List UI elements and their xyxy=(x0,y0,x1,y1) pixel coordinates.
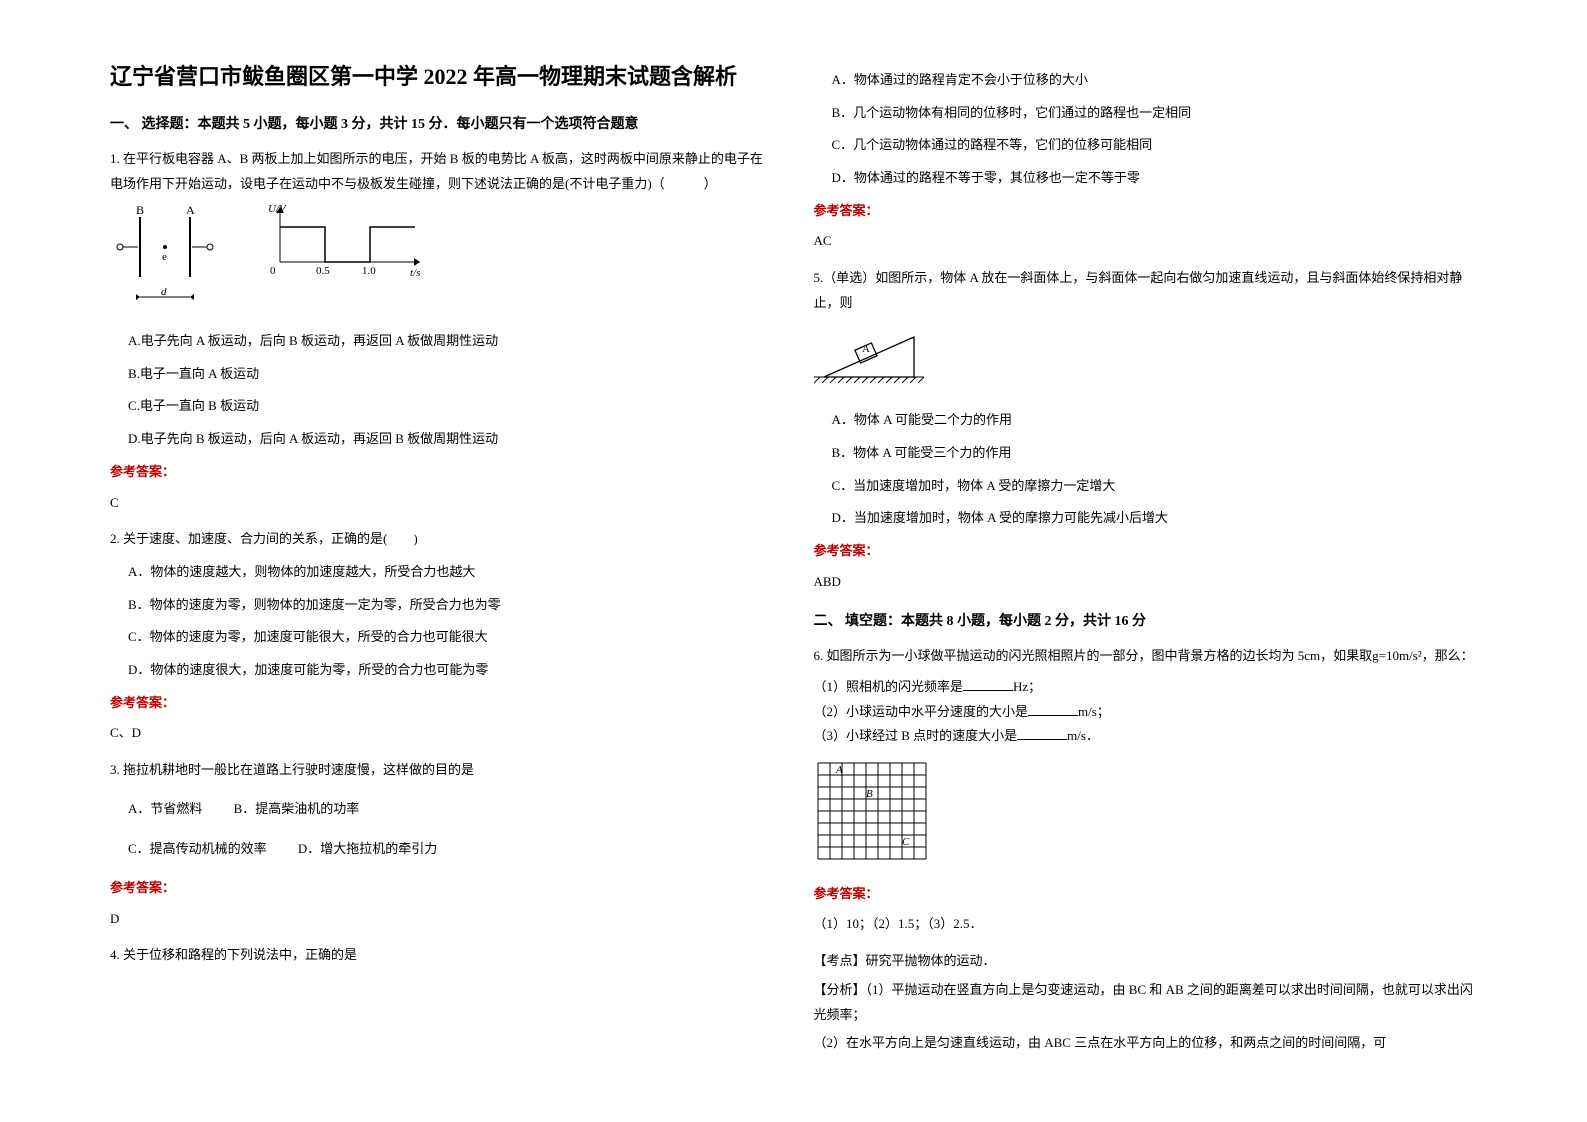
q3-option-b: B．提高柴油机的功率 xyxy=(234,797,360,822)
q5-stem: 5.（单选）如图所示，物体 A 放在一斜面体上，与斜面体一起向右做匀加速直线运动… xyxy=(814,266,1478,315)
q6-sub1-text: （1）照相机的闪光频率是 xyxy=(814,679,964,694)
q4-option-c: C．几个运动物体通过的路程不等，它们的位移可能相同 xyxy=(832,133,1478,158)
incline-diagram: A xyxy=(814,322,934,392)
question-5: 5.（单选）如图所示，物体 A 放在一斜面体上，与斜面体一起向右做匀加速直线运动… xyxy=(814,266,1478,594)
q5-option-c: C．当加速度增加时，物体 A 受的摩擦力一定增大 xyxy=(832,474,1478,499)
question-2: 2. 关于速度、加速度、合力间的关系，正确的是( ) A．物体的速度越大，则物体… xyxy=(110,527,774,746)
q6-sub2: （2）小球运动中水平分速度的大小是 m/s； xyxy=(814,700,1478,725)
q4-option-b: B．几个运动物体有相同的位移时，它们通过的路程也一定相同 xyxy=(832,101,1478,126)
projectile-grid: A B C xyxy=(814,759,934,867)
question-3: 3. 拖拉机耕地时一般比在道路上行驶时速度慢，这样做的目的是 A．节省燃料 B．… xyxy=(110,758,774,931)
tick-10: 1.0 xyxy=(362,265,376,277)
q5-option-d: D．当加速度增加时，物体 A 受的摩擦力可能先减小后增大 xyxy=(832,506,1478,531)
answer-label: 参考答案： xyxy=(110,460,774,485)
q6-fenxi-1: 【分析】（1）平抛运动在竖直方向上是匀变速运动，由 BC 和 AB 之间的距离差… xyxy=(814,978,1478,1027)
kaodian-label: 【考点】 xyxy=(814,953,866,968)
q4-option-d: D．物体通过的路程不等于零，其位移也一定不等于零 xyxy=(832,166,1478,191)
q6-fenxi-2: （2）在水平方向上是匀速直线运动，由 ABC 三点在水平方向上的位移，和两点之间… xyxy=(814,1031,1478,1056)
svg-text:d: d xyxy=(161,286,167,298)
y-axis-label: U/V xyxy=(268,203,287,215)
q6-stem: 6. 如图所示为一小球做平抛运动的闪光照相照片的一部分，图中背景方格的边长均为 … xyxy=(814,644,1478,669)
q2-option-d: D．物体的速度很大，加速度可能为零，所受的合力也可能为零 xyxy=(128,658,774,683)
x-axis-label: t/s xyxy=(410,267,420,279)
tick-0: 0 xyxy=(270,265,276,277)
fenxi1-text: （1）平抛运动在竖直方向上是匀变速运动，由 BC 和 AB 之间的距离差可以求出… xyxy=(814,982,1473,1022)
q2-option-a: A．物体的速度越大，则物体的加速度越大，所受合力也越大 xyxy=(128,560,774,585)
q4-stem: 4. 关于位移和路程的下列说法中，正确的是 xyxy=(110,943,774,968)
q1-option-a: A.电子先向 A 板运动，后向 B 板运动，再返回 A 板做周期性运动 xyxy=(128,329,774,354)
blank-field xyxy=(1028,702,1078,716)
q3-options-row1: A．节省燃料 B．提高柴油机的功率 xyxy=(128,789,774,830)
left-column: 辽宁省营口市鲅鱼圈区第一中学 2022 年高一物理期末试题含解析 一、 选择题：… xyxy=(90,60,794,1062)
grid-label-b: B xyxy=(866,788,873,800)
answer-label: 参考答案： xyxy=(814,539,1478,564)
electron-label: e xyxy=(162,251,167,263)
answer-label: 参考答案： xyxy=(110,876,774,901)
q2-options: A．物体的速度越大，则物体的加速度越大，所受合力也越大 B．物体的速度为零，则物… xyxy=(128,560,774,683)
q1-stem: 1. 在平行板电容器 A、B 两板上加上如图所示的电压，开始 B 板的电势比 A… xyxy=(110,147,774,196)
q6-answer: （1）10；（2）1.5；（3）2.5． xyxy=(814,912,1478,937)
q5-diagram: A xyxy=(814,322,1478,401)
capacitor-voltage-diagram: B A e d U/V t/s 0 xyxy=(110,202,430,312)
q5-option-a: A．物体 A 可能受二个力的作用 xyxy=(832,408,1478,433)
q1-option-b: B.电子一直向 A 板运动 xyxy=(128,362,774,387)
block-label: A xyxy=(862,343,870,355)
q3-options-row2: C．提高传动机械的效率 D．增大拖拉机的牵引力 xyxy=(128,829,774,870)
question-1: 1. 在平行板电容器 A、B 两板上加上如图所示的电压，开始 B 板的电势比 A… xyxy=(110,147,774,515)
question-6: 6. 如图所示为一小球做平抛运动的闪光照相照片的一部分，图中背景方格的边长均为 … xyxy=(814,644,1478,1056)
q5-answer: ABD xyxy=(814,570,1478,595)
blank-field xyxy=(963,677,1013,691)
section1-heading: 一、 选择题：本题共 5 小题，每小题 3 分，共计 15 分．每小题只有一个选… xyxy=(110,113,774,133)
q3-option-c: C．提高传动机械的效率 xyxy=(128,837,267,862)
q3-answer: D xyxy=(110,907,774,932)
q4-option-a: A．物体通过的路程肯定不会小于位移的大小 xyxy=(832,68,1478,93)
q6-sub2-text: （2）小球运动中水平分速度的大小是 xyxy=(814,704,1029,719)
blank-field xyxy=(1017,726,1067,740)
q2-option-c: C．物体的速度为零，加速度可能很大，所受的合力也可能很大 xyxy=(128,625,774,650)
question-4-stem: 4. 关于位移和路程的下列说法中，正确的是 xyxy=(110,943,774,968)
kaodian-text: 研究平抛物体的运动． xyxy=(866,953,996,968)
q6-sub3: （3）小球经过 B 点时的速度大小是 m/s． xyxy=(814,724,1478,749)
question-4-options: A．物体通过的路程肯定不会小于位移的大小 B．几个运动物体有相同的位移时，它们通… xyxy=(814,68,1478,254)
q1-option-c: C.电子一直向 B 板运动 xyxy=(128,394,774,419)
q1-options: A.电子先向 A 板运动，后向 B 板运动，再返回 A 板做周期性运动 B.电子… xyxy=(128,329,774,452)
section2-heading: 二、 填空题：本题共 8 小题，每小题 2 分，共计 16 分 xyxy=(814,610,1478,630)
q3-stem: 3. 拖拉机耕地时一般比在道路上行驶时速度慢，这样做的目的是 xyxy=(110,758,774,783)
q6-sub1-unit: Hz； xyxy=(1013,679,1041,694)
q2-stem: 2. 关于速度、加速度、合力间的关系，正确的是( ) xyxy=(110,527,774,552)
q1-diagram: B A e d U/V t/s 0 xyxy=(110,202,774,321)
q2-option-b: B．物体的速度为零，则物体的加速度一定为零，所受合力也为零 xyxy=(128,593,774,618)
q4-options: A．物体通过的路程肯定不会小于位移的大小 B．几个运动物体有相同的位移时，它们通… xyxy=(832,68,1478,191)
q3-option-d: D．增大拖拉机的牵引力 xyxy=(298,837,437,862)
q6-sub2-unit: m/s； xyxy=(1078,704,1110,719)
q2-answer: C、D xyxy=(110,721,774,746)
tick-05: 0.5 xyxy=(316,265,330,277)
q4-answer: AC xyxy=(814,229,1478,254)
q6-grid-diagram: A B C xyxy=(814,759,1478,876)
answer-label: 参考答案： xyxy=(814,882,1478,907)
q1-option-d: D.电子先向 B 板运动，后向 A 板运动，再返回 B 板做周期性运动 xyxy=(128,427,774,452)
grid-label-c: C xyxy=(902,836,910,848)
q1-answer: C xyxy=(110,491,774,516)
q6-kaodian: 【考点】研究平抛物体的运动． xyxy=(814,949,1478,974)
answer-label: 参考答案： xyxy=(814,199,1478,224)
answer-label: 参考答案： xyxy=(110,691,774,716)
plate-a-label: A xyxy=(186,203,195,217)
q3-option-a: A．节省燃料 xyxy=(128,797,202,822)
q6-sub1: （1）照相机的闪光频率是 Hz； xyxy=(814,675,1478,700)
q6-sub3-text: （3）小球经过 B 点时的速度大小是 xyxy=(814,728,1018,743)
right-column: A．物体通过的路程肯定不会小于位移的大小 B．几个运动物体有相同的位移时，它们通… xyxy=(794,60,1498,1062)
page-title: 辽宁省营口市鲅鱼圈区第一中学 2022 年高一物理期末试题含解析 xyxy=(110,60,774,93)
q5-option-b: B．物体 A 可能受三个力的作用 xyxy=(832,441,1478,466)
q5-options: A．物体 A 可能受二个力的作用 B．物体 A 可能受三个力的作用 C．当加速度… xyxy=(832,408,1478,531)
fenxi-label: 【分析】 xyxy=(814,982,866,997)
q6-sub3-unit: m/s． xyxy=(1067,728,1099,743)
plate-b-label: B xyxy=(136,203,144,217)
grid-label-a: A xyxy=(835,764,843,776)
